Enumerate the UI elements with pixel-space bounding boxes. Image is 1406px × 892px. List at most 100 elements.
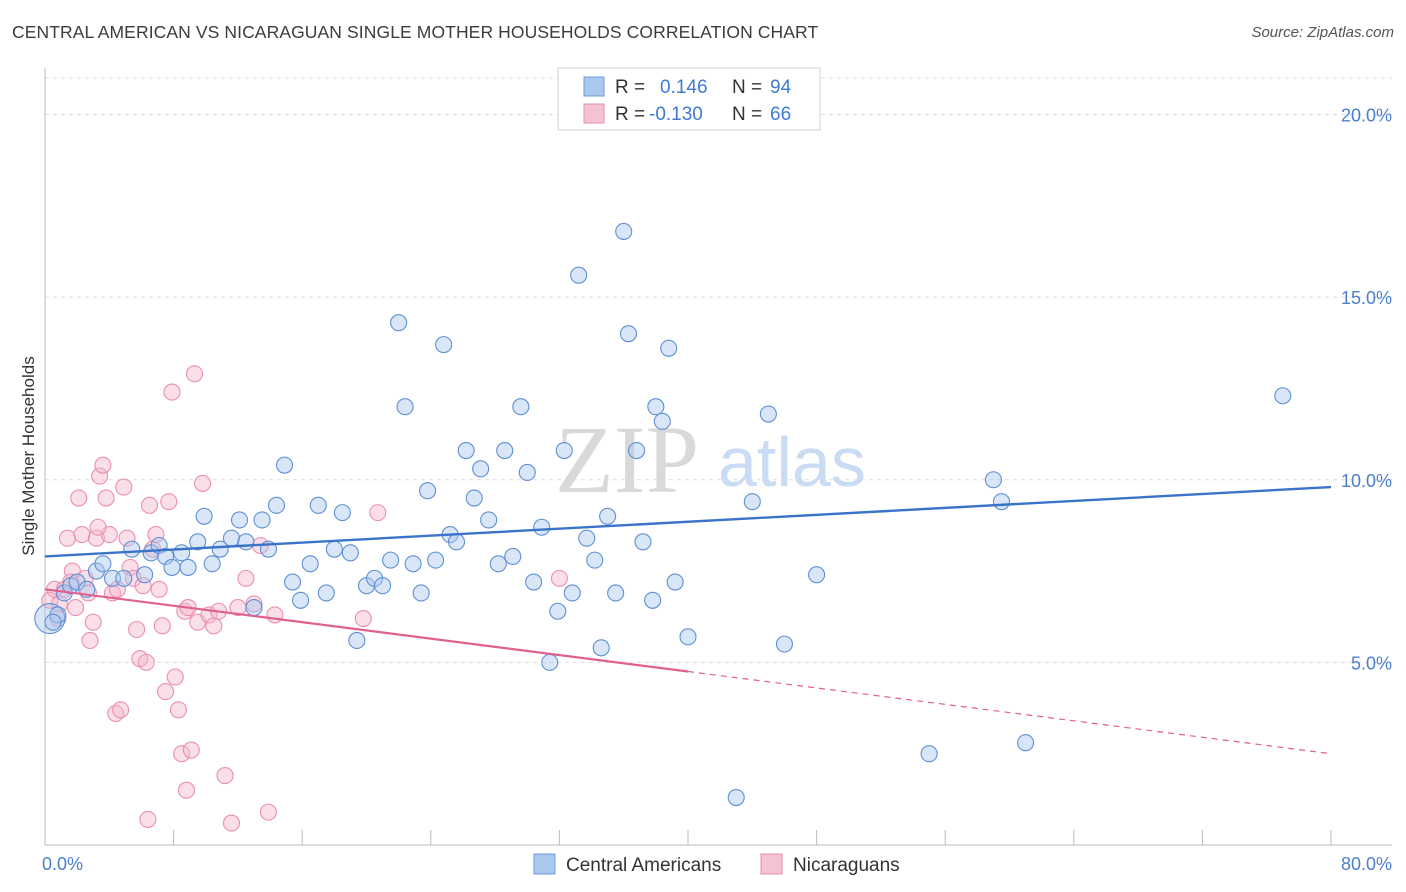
- nicaraguan-point: [91, 467, 109, 485]
- central-american-point: [292, 591, 310, 609]
- central-american-point: [920, 745, 938, 763]
- bottom-legend-label-blue: Central Americans: [566, 855, 721, 876]
- central-american-point: [653, 412, 671, 430]
- nicaraguan-point: [66, 599, 85, 617]
- central-american-point: [435, 336, 453, 354]
- y-tick-label: 20.0%: [1341, 106, 1392, 126]
- nicaraguan-point: [550, 569, 568, 587]
- central-american-point: [759, 405, 777, 423]
- central-american-point: [496, 441, 514, 460]
- central-american-point: [222, 529, 241, 547]
- central-american-point: [634, 533, 652, 551]
- central-american-point: [504, 547, 522, 566]
- watermark: ZIP atlas: [555, 406, 866, 513]
- central-american-point: [284, 573, 302, 591]
- nicaraguan-point: [259, 803, 277, 821]
- legend-n-value-1: 94: [770, 77, 792, 98]
- nicaraguan-point: [369, 504, 387, 522]
- central-american-point: [541, 653, 559, 671]
- central-american-point: [644, 591, 662, 609]
- central-american-trend-line: [44, 485, 1332, 558]
- central-american-point: [412, 584, 430, 602]
- nicaraguan-point: [89, 518, 107, 536]
- central-american-point: [374, 577, 392, 595]
- legend-r-label-1: R =: [615, 77, 645, 98]
- x-tick-label-min: 0.0%: [42, 854, 83, 874]
- central-american-point: [211, 540, 229, 558]
- bottom-legend-label-pink: Nicaraguans: [793, 855, 900, 876]
- legend-n-label-2: N =: [732, 104, 762, 125]
- central-american-point: [301, 555, 319, 573]
- central-american-point: [525, 573, 543, 591]
- nicaraguan-point: [169, 701, 187, 719]
- central-american-point: [679, 628, 697, 646]
- axes: [44, 68, 1392, 846]
- nicaraguan-point: [245, 595, 263, 613]
- central-american-point: [94, 555, 112, 573]
- nicaraguan-trend-line: [44, 588, 689, 673]
- central-american-point: [275, 456, 294, 474]
- central-american-point: [189, 533, 207, 551]
- watermark-atlas: atlas: [718, 423, 866, 501]
- nicaraguan-point: [108, 580, 126, 598]
- nicaraguan-point: [177, 781, 196, 799]
- central-american-point: [341, 544, 359, 562]
- central-american-point: [396, 398, 414, 416]
- central-american-point: [992, 493, 1011, 511]
- nicaraguan-point: [160, 493, 178, 511]
- nicaraguan-point: [121, 558, 139, 576]
- central-american-point: [267, 496, 286, 514]
- central-american-point: [173, 544, 191, 562]
- nicaraguan-point: [163, 383, 181, 401]
- central-american-point: [404, 555, 422, 573]
- central-american-point: [743, 493, 761, 511]
- nicaraguan-point: [157, 683, 175, 701]
- central-american-point: [480, 511, 498, 529]
- nicaraguan-point: [134, 577, 152, 595]
- central-american-point: [325, 540, 343, 558]
- nicaraguan-point: [70, 489, 88, 507]
- central-american-point: [592, 639, 610, 657]
- central-american-point: [419, 482, 437, 500]
- nicaraguan-point: [182, 741, 200, 759]
- central-american-point: [984, 471, 1002, 489]
- nicaraguan-point: [147, 525, 165, 544]
- nicaraguan-point: [222, 814, 241, 832]
- central-american-point: [317, 584, 335, 602]
- y-axis-label: Single Mother Households: [19, 356, 38, 555]
- nicaraguan-point: [173, 745, 191, 763]
- x-tick-label-max: 80.0%: [1341, 854, 1392, 874]
- central-american-point: [44, 613, 62, 631]
- central-american-point: [472, 460, 490, 478]
- nicaraguan-point: [137, 653, 155, 671]
- nicaraguan-point: [205, 617, 223, 635]
- y-tick-label: 15.0%: [1341, 288, 1392, 308]
- central-american-point: [533, 518, 551, 536]
- central-american-point: [615, 222, 633, 240]
- central-american-point: [253, 511, 271, 529]
- central-american-point: [489, 555, 507, 573]
- nicaraguan-point: [166, 668, 184, 686]
- central-american-point: [457, 441, 475, 460]
- central-american-point: [1017, 734, 1035, 752]
- nicaraguan-point: [87, 529, 105, 547]
- nicaraguan-point: [115, 478, 133, 496]
- central-american-point: [390, 314, 408, 332]
- legend-n-value-2: 66: [770, 104, 791, 125]
- tick-labels: 5.0% 10.0% 15.0% 20.0% 0.0% 80.0%: [42, 106, 1392, 874]
- legend-box: R = 0.146 N = 94 R = -0.130 N = 66: [557, 67, 821, 131]
- nicaraguan-point: [153, 617, 171, 635]
- central-american-point: [647, 398, 665, 416]
- legend-r-value-2: -0.130: [649, 104, 703, 125]
- nicaraguan-point: [58, 529, 77, 547]
- central-american-point: [465, 489, 483, 507]
- central-american-point: [447, 533, 466, 551]
- source-label: Source: ZipAtlas.com: [1251, 24, 1394, 41]
- central-american-points: [34, 222, 1292, 807]
- central-american-point: [518, 463, 536, 482]
- central-american-point: [607, 584, 625, 602]
- legend-r-value-1: 0.146: [660, 77, 708, 98]
- central-american-point: [570, 266, 588, 284]
- legend-swatch-blue: [583, 76, 605, 97]
